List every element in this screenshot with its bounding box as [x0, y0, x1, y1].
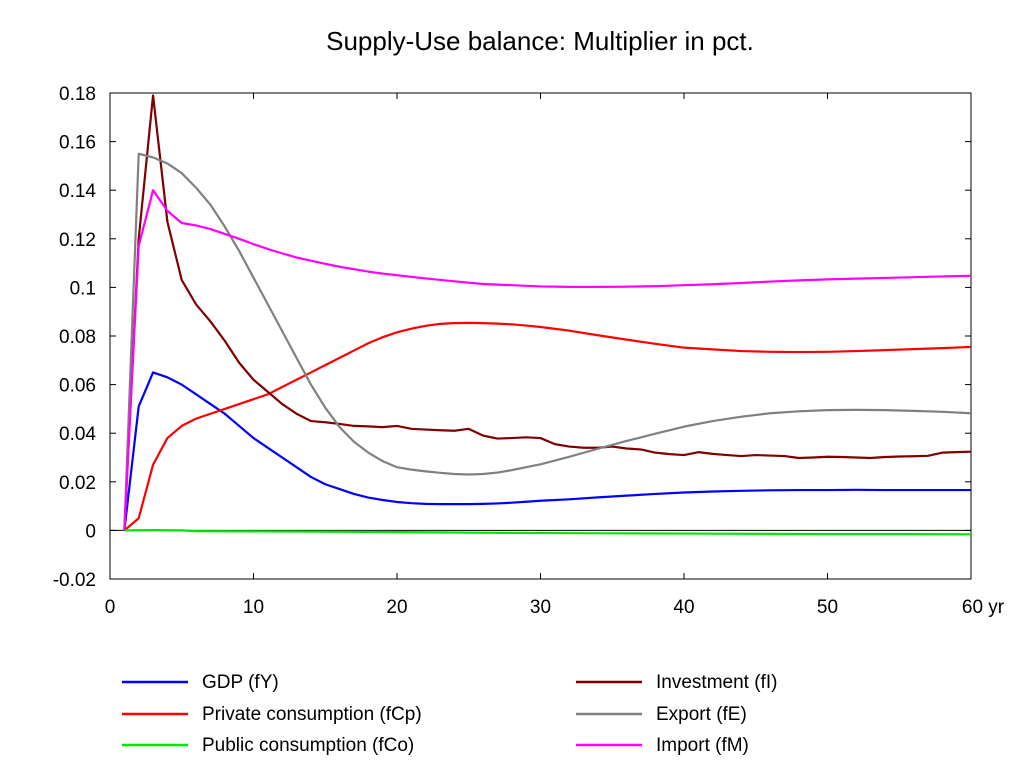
x-tick-label: 20 — [386, 597, 407, 618]
legend-label-gdp-fy: GDP (fY) — [202, 672, 279, 693]
series-line-investment-fi — [123, 94, 972, 531]
legend-label-investment-fi: Investment (fI) — [656, 672, 777, 693]
chart-title: Supply-Use balance: Multiplier in pct. — [326, 26, 754, 56]
series-line-import-fm — [123, 189, 972, 531]
y-tick-label: 0.14 — [59, 181, 96, 202]
x-tick-label: 0 — [105, 597, 116, 618]
y-tick-label: 0.12 — [59, 230, 96, 251]
y-tick-label: -0.02 — [53, 570, 96, 591]
y-tick-label: 0.04 — [59, 424, 96, 445]
y-tick-label: 0.08 — [59, 327, 96, 348]
legend-label-public-consumption-fco: Public consumption (fCo) — [202, 735, 414, 756]
y-tick-label: 0.06 — [59, 376, 96, 397]
legend-label-import-fm: Import (fM) — [656, 735, 749, 756]
series-line-private-consumption-fcp — [123, 321, 972, 532]
x-tick-label: 40 — [673, 597, 694, 618]
y-tick-label: 0.1 — [70, 278, 96, 299]
series-line-public-consumption-fco — [124, 529, 972, 536]
y-tick-label: 0 — [85, 521, 96, 542]
legend-label-private-consumption-fcp: Private consumption (fCp) — [202, 704, 422, 725]
legend-label-export-fe: Export (fE) — [656, 704, 747, 725]
x-tick-label: 30 — [530, 597, 551, 618]
y-tick-label: 0.02 — [59, 473, 96, 494]
y-tick-label: 0.16 — [59, 133, 96, 154]
plot-area: -0.02 0 0.02 0.04 0.06 0.08 0.1 0.12 0.14 0.16 0.1… — [53, 84, 1005, 618]
series-line-gdp-fy — [123, 371, 971, 531]
legend: GDP (fY) Private consumption (fCp) Public … — [122, 672, 777, 756]
x-tick-label: 50 — [817, 597, 838, 618]
x-tick-label: 10 — [243, 597, 264, 618]
x-tick-label: 60 yr — [962, 597, 1005, 618]
y-tick-label: 0.18 — [59, 84, 96, 105]
